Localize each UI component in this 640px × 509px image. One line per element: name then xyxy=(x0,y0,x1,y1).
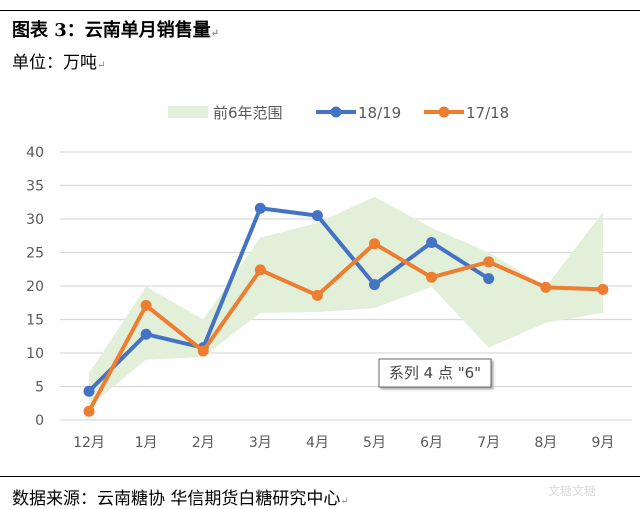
bottom-rule xyxy=(0,476,640,477)
x-tick-label: 8月 xyxy=(534,435,557,451)
data-point-17/18 xyxy=(426,271,438,283)
x-tick-label: 7月 xyxy=(477,435,500,451)
tooltip-box xyxy=(378,358,492,388)
figure-title: 图表 3：云南单月销售量↵ xyxy=(12,16,219,42)
tooltip-text: 系列 4 点 "6" xyxy=(389,364,481,382)
unit-text: 单位：万吨 xyxy=(12,53,97,73)
x-tick-label: 2月 xyxy=(192,435,215,451)
chart: 0 5 10 15 20 25 30 35 40 12月 1月 2月 3月 4月 5月 6月 7月 8月 9月 前6年… xyxy=(26,104,632,451)
data-point-17/18 xyxy=(83,405,95,417)
data-point-17/18 xyxy=(197,345,209,357)
series-line-17/18 xyxy=(87,241,603,413)
data-point-17/18 xyxy=(540,281,552,293)
y-tick-label: 40 xyxy=(26,145,44,161)
y-tick-label: 15 xyxy=(26,313,44,329)
x-tick-label: 12月 xyxy=(73,435,105,451)
y-tick-label: 5 xyxy=(35,380,44,396)
legend-swatch-range xyxy=(168,106,208,118)
y-tick-label: 20 xyxy=(26,279,44,295)
paragraph-mark: ↵ xyxy=(97,60,106,71)
paragraph-mark: ↵ xyxy=(210,28,220,39)
range-area xyxy=(89,196,603,407)
x-tick-label: 9月 xyxy=(591,435,614,451)
legend-label-18/19: 18/19 xyxy=(358,104,401,122)
data-point-17/18 xyxy=(311,289,323,301)
legend-marker-17/18 xyxy=(438,106,450,118)
x-tick-label: 5月 xyxy=(363,435,386,451)
data-point-18/19 xyxy=(254,202,266,214)
data-point-18/19 xyxy=(369,279,380,291)
source-note: 数据来源：云南糖协 华信期货白糖研究中心↵ xyxy=(12,484,349,509)
y-tick-label: 30 xyxy=(26,212,44,228)
y-tick-label: 10 xyxy=(26,346,44,362)
legend-marker-18/19 xyxy=(330,106,342,118)
data-point-18/19 xyxy=(83,385,95,397)
paragraph-mark: ↵ xyxy=(340,496,349,507)
x-tick-label: 4月 xyxy=(306,435,329,451)
legend-label-range: 前6年范围 xyxy=(213,104,283,122)
x-tick-label: 1月 xyxy=(135,435,158,451)
x-tick-label: 3月 xyxy=(249,435,272,451)
series-line-18/19 xyxy=(87,206,490,393)
unit-label: 单位：万吨↵ xyxy=(12,48,105,73)
y-tick-label: 0 xyxy=(35,413,44,429)
watermark: 文糖文糖 xyxy=(548,484,597,498)
source-text: 数据来源：云南糖协 华信期货白糖研究中心 xyxy=(12,489,341,509)
x-tick-label: 6月 xyxy=(420,435,443,451)
data-point-18/19 xyxy=(140,328,152,340)
data-point-17/18 xyxy=(140,299,152,311)
data-point-17/18 xyxy=(597,283,609,295)
data-point-18/19 xyxy=(426,236,438,248)
data-point-17/18 xyxy=(483,256,495,268)
y-tick-label: 35 xyxy=(26,179,44,195)
top-rule xyxy=(0,10,640,11)
data-point-17/18 xyxy=(254,264,266,276)
data-point-18/19 xyxy=(311,210,323,222)
title-text: 图表 3：云南单月销售量 xyxy=(12,20,211,41)
data-point-17/18 xyxy=(369,238,380,250)
y-tick-label: 25 xyxy=(26,246,44,262)
legend-label-17/18: 17/18 xyxy=(466,104,509,122)
data-point-18/19 xyxy=(483,273,495,285)
